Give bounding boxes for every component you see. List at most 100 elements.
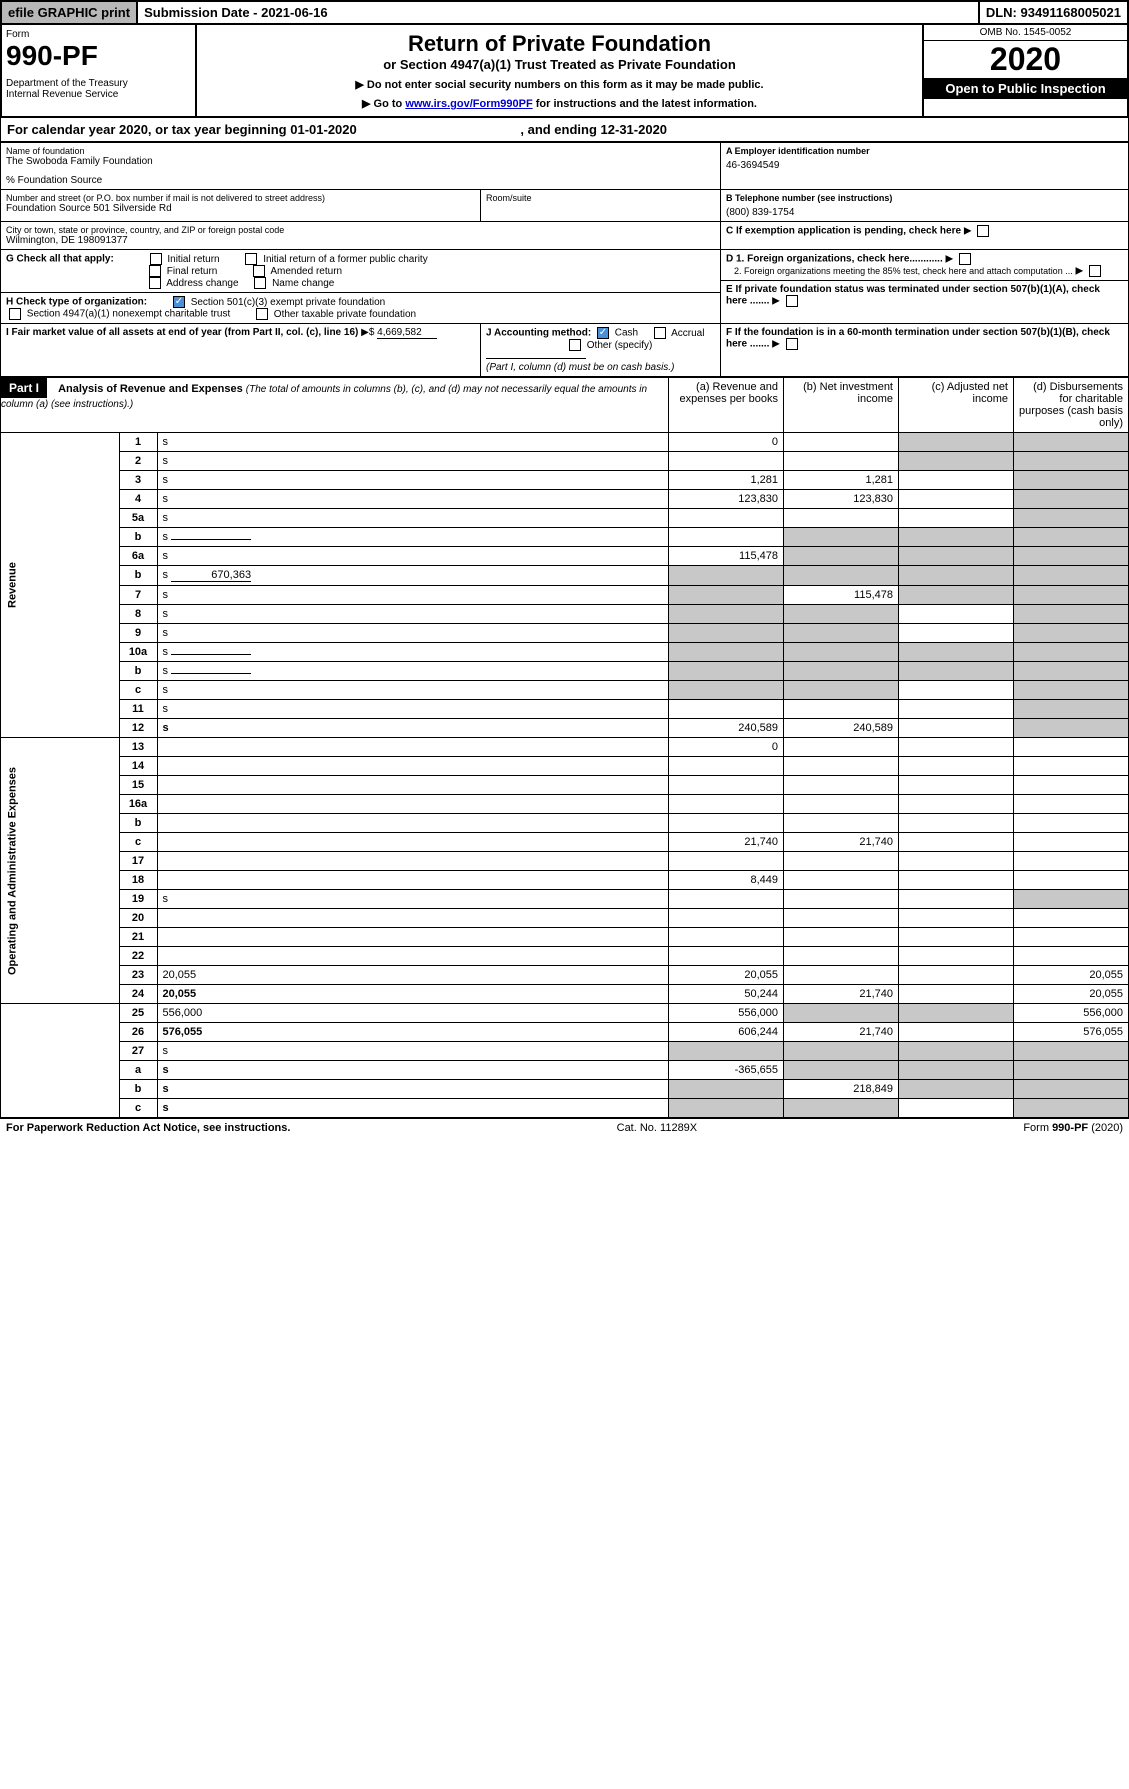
irs-link[interactable]: www.irs.gov/Form990PF: [405, 98, 532, 110]
row-number: 17: [119, 852, 157, 871]
g-final[interactable]: [149, 265, 161, 277]
row-number: 3: [119, 471, 157, 490]
cell-b: 21,740: [784, 833, 899, 852]
h-501c3[interactable]: [173, 296, 185, 308]
cell-d: [1014, 852, 1129, 871]
j-cash[interactable]: [597, 327, 609, 339]
cell-d: [1014, 566, 1129, 586]
cell-d: [1014, 605, 1129, 624]
part1-table: Part I Analysis of Revenue and Expenses …: [0, 377, 1129, 1118]
cell-b: [784, 452, 899, 471]
cell-a: [669, 1042, 784, 1061]
row-number: 11: [119, 700, 157, 719]
row-desc: [157, 738, 669, 757]
cell-b: [784, 1061, 899, 1080]
row-number: 18: [119, 871, 157, 890]
cell-a: [669, 662, 784, 681]
form-header: Form 990-PF Department of the TreasuryIn…: [0, 25, 1129, 118]
col-a-header: (a) Revenue and expenses per books: [669, 378, 784, 433]
cell-a: 21,740: [669, 833, 784, 852]
col-c-header: (c) Adjusted net income: [899, 378, 1014, 433]
cell-b: [784, 681, 899, 700]
row-number: 9: [119, 624, 157, 643]
row-desc: 20,055: [157, 985, 669, 1004]
city-value: Wilmington, DE 198091377: [6, 235, 715, 246]
cell-c: [899, 509, 1014, 528]
cell-a: [669, 1080, 784, 1099]
g-initial[interactable]: [150, 253, 162, 265]
row-number: b: [119, 1080, 157, 1099]
row-desc: s: [157, 586, 669, 605]
f-checkbox[interactable]: [786, 338, 798, 350]
expenses-label: Operating and Administrative Expenses: [1, 738, 120, 1004]
cell-c: [899, 547, 1014, 566]
cell-a: 606,244: [669, 1023, 784, 1042]
d2-checkbox[interactable]: [1089, 265, 1101, 277]
cell-d: [1014, 776, 1129, 795]
cell-d: [1014, 547, 1129, 566]
row-desc: s: [157, 1061, 669, 1080]
cell-d: [1014, 452, 1129, 471]
h-4947[interactable]: [9, 308, 21, 320]
row-desc: s: [157, 433, 669, 452]
row-number: 1: [119, 433, 157, 452]
cell-d: [1014, 814, 1129, 833]
cell-c: [899, 1099, 1014, 1118]
cell-b: [784, 643, 899, 662]
e-label: E If private foundation status was termi…: [726, 284, 1100, 307]
c-label: C If exemption application is pending, c…: [726, 226, 961, 237]
i-label: I Fair market value of all assets at end…: [6, 327, 358, 338]
row-desc: [157, 757, 669, 776]
cell-c: [899, 757, 1014, 776]
note-ssn: ▶ Do not enter social security numbers o…: [203, 78, 916, 91]
c-checkbox[interactable]: [977, 225, 989, 237]
cell-b: 218,849: [784, 1080, 899, 1099]
ein-label: A Employer identification number: [726, 146, 870, 156]
cell-a: [669, 757, 784, 776]
row-number: 8: [119, 605, 157, 624]
part1-label: Part I: [1, 378, 47, 398]
cell-c: [899, 738, 1014, 757]
cell-a: [669, 528, 784, 547]
d1-checkbox[interactable]: [959, 253, 971, 265]
d1-label: D 1. Foreign organizations, check here..…: [726, 254, 943, 265]
row-desc: s: [157, 1042, 669, 1061]
d2-label: 2. Foreign organizations meeting the 85%…: [734, 266, 1073, 276]
form-number: 990-PF: [6, 40, 191, 72]
cell-b: [784, 662, 899, 681]
e-checkbox[interactable]: [786, 295, 798, 307]
h-other[interactable]: [256, 308, 268, 320]
cell-c: [899, 1004, 1014, 1023]
row-number: c: [119, 681, 157, 700]
cell-a: [669, 624, 784, 643]
cell-c: [899, 586, 1014, 605]
j-other[interactable]: [569, 339, 581, 351]
cell-c: [899, 776, 1014, 795]
row-number: 20: [119, 909, 157, 928]
cell-c: [899, 719, 1014, 738]
cell-c: [899, 528, 1014, 547]
row-desc: s: [157, 509, 669, 528]
cell-c: [899, 452, 1014, 471]
cell-c: [899, 795, 1014, 814]
cell-a: [669, 795, 784, 814]
row-desc: 556,000: [157, 1004, 669, 1023]
cell-c: [899, 566, 1014, 586]
cell-d: [1014, 490, 1129, 509]
department: Department of the TreasuryInternal Reven…: [6, 78, 191, 100]
g-address[interactable]: [149, 277, 161, 289]
cell-b: [784, 757, 899, 776]
cell-c: [899, 471, 1014, 490]
g-amended[interactable]: [253, 265, 265, 277]
cell-d: [1014, 586, 1129, 605]
cell-d: [1014, 947, 1129, 966]
cell-d: 576,055: [1014, 1023, 1129, 1042]
col-b-header: (b) Net investment income: [784, 378, 899, 433]
j-accrual[interactable]: [654, 327, 666, 339]
room-label: Room/suite: [486, 193, 715, 203]
row-desc: s: [157, 452, 669, 471]
cell-d: [1014, 1080, 1129, 1099]
cell-b: [784, 1004, 899, 1023]
g-name[interactable]: [254, 277, 266, 289]
g-initial-former[interactable]: [245, 253, 257, 265]
